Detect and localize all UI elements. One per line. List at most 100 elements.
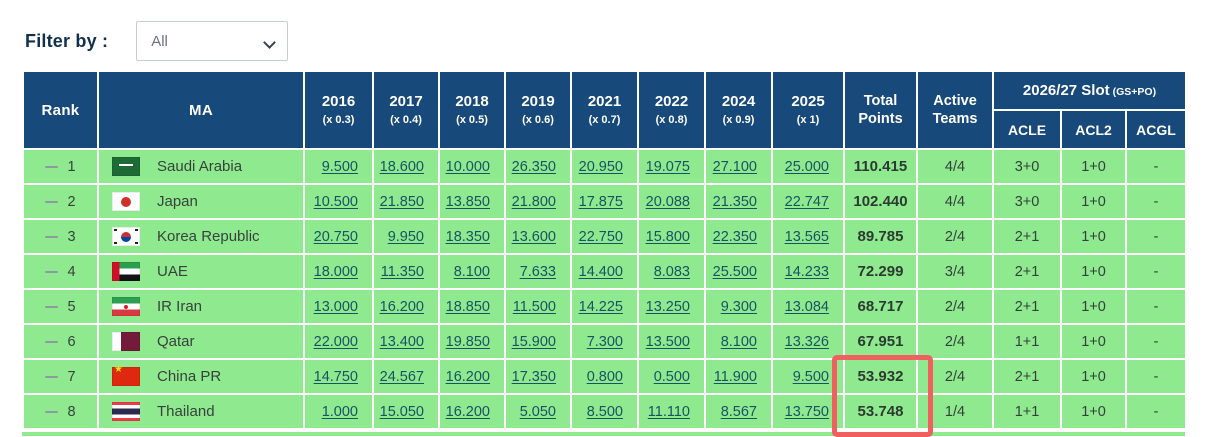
score-link[interactable]: 17.350	[511, 368, 556, 385]
active-teams-cell: 2/4	[916, 288, 994, 325]
score-link[interactable]: 9.950	[387, 228, 424, 245]
score-link[interactable]: 15.050	[379, 403, 424, 420]
score-link[interactable]: 10.500	[313, 193, 358, 210]
score-link[interactable]: 0.500	[653, 368, 690, 385]
score-link[interactable]: 1.000	[321, 403, 358, 420]
score-link[interactable]: 8.500	[586, 403, 623, 420]
header-year-2018: 2018 (x 0.5)	[438, 70, 506, 150]
table-row: 8 Thailand 1.000 15.050 16.200 5.050 8.5…	[22, 393, 1187, 430]
country-flag-icon	[112, 364, 140, 386]
country-flag-icon	[112, 192, 140, 211]
score-link[interactable]: 26.350	[511, 158, 556, 175]
score-link[interactable]: 17.875	[578, 193, 623, 210]
acle-slot-cell: 1+1	[992, 323, 1062, 360]
filter-dropdown[interactable]: All	[136, 21, 289, 61]
header-total-points: Total Points	[843, 70, 918, 150]
score-cell-2016: 14.750	[303, 358, 374, 395]
score-link[interactable]: 8.100	[720, 333, 757, 350]
score-link[interactable]: 15.900	[511, 333, 556, 350]
ranking-table-container: Rank MA 2016 (x 0.3) 2017 (x 0.4) 2018 (…	[22, 70, 1187, 437]
score-link[interactable]: 22.750	[578, 228, 623, 245]
score-link[interactable]: 13.326	[784, 333, 829, 350]
score-cell-2022: 20.088	[637, 183, 706, 220]
score-link[interactable]: 9.500	[321, 158, 358, 175]
score-cell-2018: 8.100	[438, 253, 506, 290]
chevron-down-icon	[265, 36, 275, 46]
header-acgl: ACGL	[1125, 109, 1187, 150]
score-link[interactable]: 14.233	[784, 263, 829, 280]
score-link[interactable]: 11.900	[713, 368, 757, 385]
score-link[interactable]: 0.800	[586, 368, 623, 385]
score-link[interactable]: 27.100	[712, 158, 757, 175]
score-link[interactable]: 18.850	[445, 298, 490, 315]
acgl-slot-cell: -	[1125, 148, 1187, 185]
score-link[interactable]: 14.750	[313, 368, 358, 385]
score-link[interactable]: 18.350	[445, 228, 490, 245]
score-link[interactable]: 25.500	[712, 263, 757, 280]
score-link[interactable]: 8.083	[653, 263, 690, 280]
rank-value: 5	[67, 298, 76, 315]
score-link[interactable]: 14.225	[578, 298, 623, 315]
score-link[interactable]: 18.600	[379, 158, 424, 175]
total-points-cell: 68.717	[843, 288, 918, 325]
score-link[interactable]: 13.000	[313, 298, 358, 315]
score-link[interactable]: 25.000	[784, 158, 829, 175]
header-year-2024: 2024 (x 0.9)	[704, 70, 773, 150]
score-link[interactable]: 7.633	[519, 263, 556, 280]
score-link[interactable]: 5.050	[519, 403, 556, 420]
score-link[interactable]: 22.747	[784, 193, 829, 210]
score-link[interactable]: 8.100	[453, 263, 490, 280]
score-link[interactable]: 13.750	[784, 403, 829, 420]
header-acl2: ACL2	[1060, 109, 1127, 150]
acle-slot-cell: 2+1	[992, 358, 1062, 395]
score-link[interactable]: 15.800	[645, 228, 690, 245]
score-link[interactable]: 13.500	[645, 333, 690, 350]
score-link[interactable]: 7.300	[586, 333, 623, 350]
score-cell-2022: 11.110	[637, 393, 706, 430]
score-link[interactable]: 16.200	[379, 298, 424, 315]
country-cell: IR Iran	[97, 288, 305, 325]
score-link[interactable]: 24.567	[379, 368, 424, 385]
score-link[interactable]: 9.300	[720, 298, 757, 315]
rank-no-change-icon	[45, 375, 59, 378]
score-link[interactable]: 11.110	[647, 403, 690, 420]
score-link[interactable]: 16.200	[445, 403, 490, 420]
score-link[interactable]: 11.500	[512, 298, 556, 315]
year-multiplier: (x 0.8)	[655, 114, 688, 126]
score-link[interactable]: 22.000	[313, 333, 358, 350]
score-link[interactable]: 13.084	[784, 298, 829, 315]
score-cell-2018: 13.850	[438, 183, 506, 220]
score-link[interactable]: 8.567	[720, 403, 757, 420]
score-cell-2017: 21.850	[372, 183, 440, 220]
score-link[interactable]: 11.350	[380, 263, 424, 280]
next-row-sliver	[22, 430, 1185, 436]
score-link[interactable]: 20.950	[578, 158, 623, 175]
score-link[interactable]: 9.500	[792, 368, 829, 385]
score-link[interactable]: 21.350	[712, 193, 757, 210]
score-link[interactable]: 21.800	[511, 193, 556, 210]
score-link[interactable]: 13.250	[645, 298, 690, 315]
score-link[interactable]: 13.400	[379, 333, 424, 350]
header-acle: ACLE	[992, 109, 1062, 150]
score-link[interactable]: 10.000	[445, 158, 490, 175]
country-cell: Korea Republic	[97, 218, 305, 255]
score-cell-2024: 9.300	[704, 288, 773, 325]
score-link[interactable]: 21.850	[379, 193, 424, 210]
score-link[interactable]: 22.350	[712, 228, 757, 245]
score-link[interactable]: 20.750	[313, 228, 358, 245]
score-cell-2025: 9.500	[771, 358, 845, 395]
score-link[interactable]: 16.200	[445, 368, 490, 385]
rank-value: 7	[67, 368, 76, 385]
score-link[interactable]: 13.600	[511, 228, 556, 245]
score-link[interactable]: 19.850	[445, 333, 490, 350]
score-link[interactable]: 20.088	[645, 193, 690, 210]
country-cell: Japan	[97, 183, 305, 220]
score-link[interactable]: 18.000	[313, 263, 358, 280]
score-link[interactable]: 13.565	[784, 228, 829, 245]
score-link[interactable]: 19.075	[645, 158, 690, 175]
score-link[interactable]: 14.400	[578, 263, 623, 280]
rank-cell: 5	[22, 288, 99, 325]
score-link[interactable]: 13.850	[445, 193, 490, 210]
header-year-2019: 2019 (x 0.6)	[504, 70, 572, 150]
total-points-cell: 102.440	[843, 183, 918, 220]
